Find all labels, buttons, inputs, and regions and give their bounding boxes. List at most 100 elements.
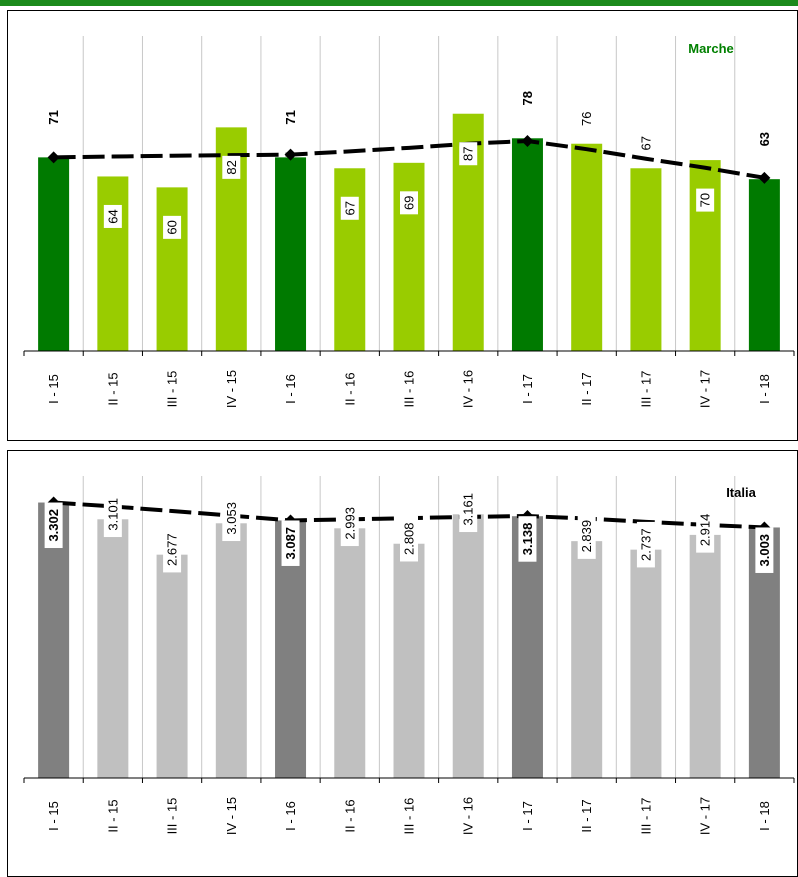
bars <box>38 113 780 352</box>
bar <box>630 549 662 778</box>
bar <box>511 138 543 351</box>
bar <box>38 157 70 351</box>
bar <box>97 519 129 778</box>
value-label-bg <box>163 526 182 573</box>
category-label: II - 15 <box>105 372 120 405</box>
category-label: IV - 17 <box>698 370 713 408</box>
value-label: 67 <box>342 201 357 215</box>
category-label: I - 15 <box>46 801 61 831</box>
category-label: I - 17 <box>520 374 535 404</box>
value-label: 2.737 <box>638 528 653 561</box>
category-label: I - 16 <box>283 801 298 831</box>
trend-marker <box>284 148 297 161</box>
category-label: I - 18 <box>757 374 772 404</box>
value-label-bg <box>755 527 774 573</box>
value-label-bg <box>340 500 359 547</box>
trend-line <box>53 138 765 180</box>
value-labels: 71 64 60 82 71 67 69 87 78 76 67 70 63 <box>44 86 774 239</box>
bar <box>38 502 70 778</box>
value-label: 71 <box>283 110 298 124</box>
category-label: I - 18 <box>757 801 772 831</box>
category-label: IV - 16 <box>461 370 476 408</box>
category-labels: I - 15 II - 15 III - 15 IV - 15 I - 16 II - 1… <box>46 797 772 835</box>
trend-marker <box>758 171 771 184</box>
value-label-bg <box>340 196 359 220</box>
value-label-bg <box>459 486 478 533</box>
top-bar <box>0 0 798 6</box>
value-label: 76 <box>579 111 594 125</box>
value-label: 2.839 <box>579 520 594 553</box>
category-label: II - 16 <box>342 372 357 405</box>
value-label: 3.053 <box>224 502 239 535</box>
value-label: 3.161 <box>461 493 476 526</box>
value-label-bg <box>577 107 596 131</box>
category-label: III - 15 <box>165 798 180 835</box>
category-label: IV - 15 <box>224 370 239 408</box>
category-label: I - 15 <box>46 374 61 404</box>
category-label: IV - 16 <box>461 797 476 835</box>
value-label-bg <box>103 491 122 538</box>
category-label: IV - 15 <box>224 797 239 835</box>
bar <box>689 534 721 778</box>
bar <box>393 162 425 351</box>
category-label: III - 17 <box>638 798 653 835</box>
x-axis <box>23 350 795 356</box>
value-label-bg <box>696 507 715 553</box>
value-label-bg <box>163 215 182 239</box>
region-label: Marche <box>688 41 734 56</box>
trend-marker <box>521 135 534 147</box>
value-label-bg <box>400 515 418 562</box>
bar <box>393 543 425 778</box>
value-label-bg <box>44 105 63 129</box>
bar <box>571 541 603 778</box>
gridlines <box>82 476 736 778</box>
value-label: 2.808 <box>402 522 417 555</box>
category-label: I - 16 <box>283 374 298 404</box>
value-label: 2.677 <box>165 533 180 566</box>
value-label: 71 <box>46 110 61 124</box>
trend-marker <box>47 151 60 164</box>
value-label-bg <box>281 105 300 129</box>
value-label-bg <box>400 191 418 215</box>
trend-marker <box>521 510 534 523</box>
bar <box>334 528 366 778</box>
value-label-bg <box>577 513 596 559</box>
value-label: 3.302 <box>46 509 61 542</box>
bar <box>571 143 603 351</box>
value-label: 3.003 <box>757 534 772 567</box>
value-label: 60 <box>165 220 180 234</box>
value-label: 67 <box>638 136 653 150</box>
bar <box>156 554 188 778</box>
chart-italia: 3.302 3.101 2.677 3.053 3.087 2.993 2.808 3.161… <box>23 476 795 835</box>
value-label: 63 <box>757 132 772 146</box>
bar <box>630 168 662 351</box>
bar <box>156 187 188 351</box>
gridlines <box>82 36 736 351</box>
category-label: I - 17 <box>520 801 535 831</box>
chart-panel-italia: 3.302 3.101 2.677 3.053 3.087 2.993 2.808 3.161… <box>7 450 798 877</box>
value-label: 3.138 <box>520 523 535 556</box>
bar <box>97 176 129 351</box>
category-label: III - 17 <box>638 371 653 408</box>
value-label: 87 <box>461 146 476 160</box>
value-label: 64 <box>105 209 120 223</box>
value-label-bg <box>222 495 241 542</box>
category-labels: I - 15 II - 15 III - 15 IV - 15 I - 16 II - 1… <box>46 370 772 408</box>
chart-panel-marche: 71 64 60 82 71 67 69 87 78 76 67 70 63 I - 15 II - 15 I… <box>7 10 798 441</box>
value-label-bg <box>518 516 537 562</box>
category-label: II - 17 <box>579 799 594 832</box>
value-label: 70 <box>698 193 713 207</box>
value-label-bg <box>696 188 715 212</box>
region-label: Italia <box>726 485 756 500</box>
value-label-bg <box>459 142 478 166</box>
value-label-bg <box>518 86 537 110</box>
bar <box>275 157 307 351</box>
value-label: 3.101 <box>105 498 120 531</box>
value-label: 3.087 <box>283 527 298 560</box>
value-label-bg <box>636 131 655 155</box>
bar <box>452 514 484 778</box>
value-label: 69 <box>402 196 417 210</box>
value-label: 78 <box>520 91 535 105</box>
category-label: III - 16 <box>402 798 417 835</box>
